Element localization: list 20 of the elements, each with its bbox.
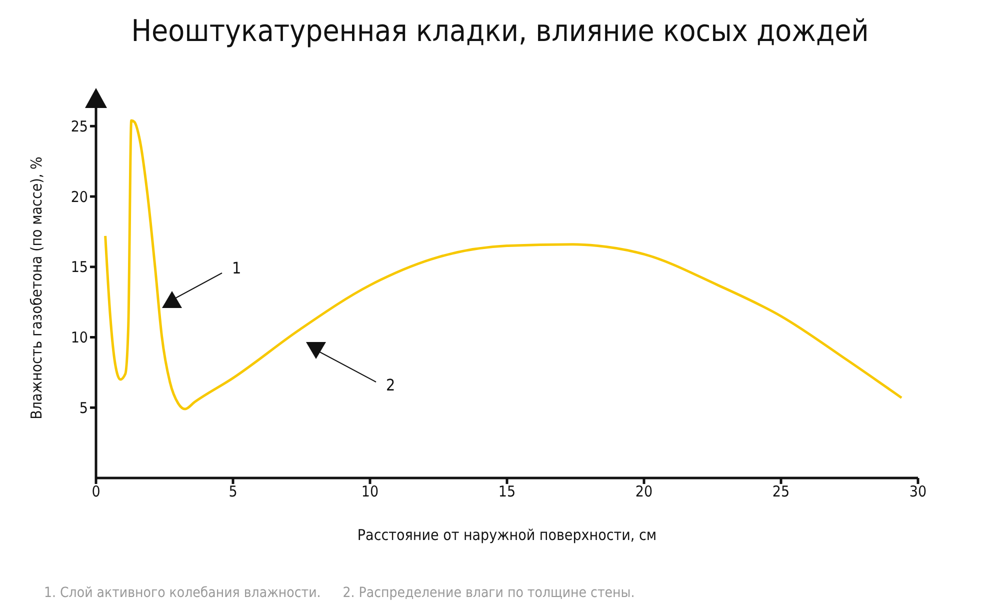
line-series xyxy=(104,119,903,410)
x-tick-label: 10 xyxy=(361,482,379,501)
x-tick-label: 0 xyxy=(92,482,100,501)
text: 1. Слой активного колебания влажности. xyxy=(44,585,321,601)
x-tick-label: 15 xyxy=(498,482,516,501)
y-tick-label: 25 xyxy=(70,117,88,136)
y-tick-label: 5 xyxy=(79,398,88,417)
x-tick-label: 30 xyxy=(909,482,927,501)
chart-title: Неоштукатуренная кладки, влияние косых дождей xyxy=(130,13,870,51)
y-tick-label: 15 xyxy=(70,258,88,276)
y-tick-label: 20 xyxy=(70,188,88,206)
x-tick-label: 25 xyxy=(772,482,790,501)
y-tick-label: 10 xyxy=(70,328,88,347)
x-tick-label: 5 xyxy=(228,482,238,501)
y-axis-title: Влажность газобетона (по массе), % xyxy=(27,156,46,420)
annotation: 1 xyxy=(232,258,242,278)
x-axis-title: Расстояние от наружной поверхности, см xyxy=(357,526,657,544)
x-tick-label: 20 xyxy=(635,482,653,501)
annotation: 2 xyxy=(386,375,396,394)
text: 2. Распределение влаги по толщине стены. xyxy=(342,585,635,601)
